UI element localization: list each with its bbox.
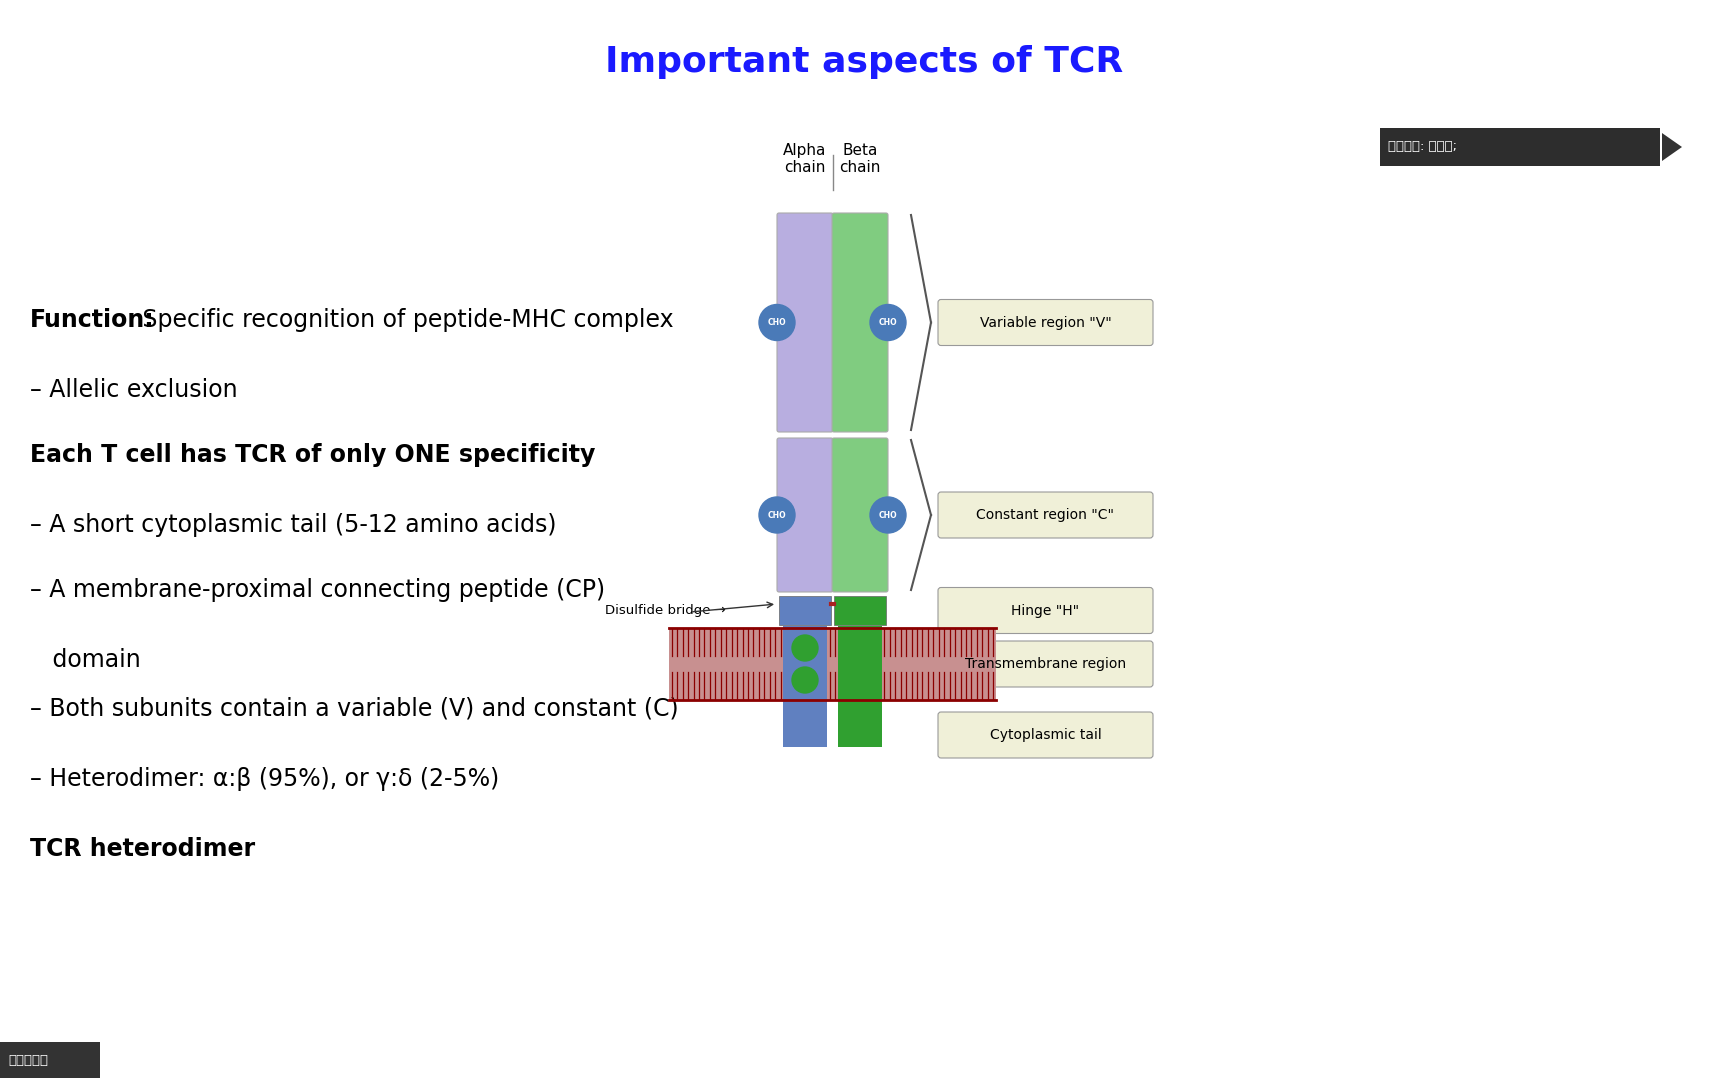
Text: Important aspects of TCR: Important aspects of TCR xyxy=(605,45,1123,79)
Circle shape xyxy=(869,497,905,534)
Text: – A membrane-proximal connecting peptide (CP): – A membrane-proximal connecting peptide… xyxy=(29,578,605,602)
Circle shape xyxy=(847,635,873,661)
Bar xyxy=(838,626,881,747)
Circle shape xyxy=(759,497,795,534)
Bar xyxy=(669,627,995,700)
FancyBboxPatch shape xyxy=(831,213,888,432)
Bar xyxy=(1381,129,1661,166)
Bar xyxy=(835,596,886,625)
Text: Disulfide bridge →: Disulfide bridge → xyxy=(605,604,726,617)
Text: Cytoplasmic tail: Cytoplasmic tail xyxy=(990,728,1101,742)
FancyBboxPatch shape xyxy=(778,213,833,432)
Text: TCR heterodimer: TCR heterodimer xyxy=(29,837,256,861)
Circle shape xyxy=(791,667,817,693)
Text: – Both subunits contain a variable (V) and constant (C): – Both subunits contain a variable (V) a… xyxy=(29,697,679,720)
Bar xyxy=(783,626,828,747)
FancyBboxPatch shape xyxy=(831,438,888,592)
FancyBboxPatch shape xyxy=(938,299,1153,346)
Text: Constant region "C": Constant region "C" xyxy=(976,508,1115,522)
Text: Variable region "V": Variable region "V" xyxy=(980,315,1111,329)
Bar xyxy=(779,596,831,625)
FancyBboxPatch shape xyxy=(938,712,1153,758)
Polygon shape xyxy=(1662,133,1681,161)
FancyBboxPatch shape xyxy=(938,492,1153,538)
FancyBboxPatch shape xyxy=(778,438,833,592)
Text: Hinge "H": Hinge "H" xyxy=(1011,604,1080,618)
FancyBboxPatch shape xyxy=(938,588,1153,634)
Circle shape xyxy=(869,305,905,340)
Text: domain: domain xyxy=(29,648,140,672)
Bar xyxy=(0,1042,100,1078)
FancyBboxPatch shape xyxy=(938,642,1153,687)
Circle shape xyxy=(791,635,817,661)
Text: 的屏幕共享: 的屏幕共享 xyxy=(9,1053,48,1067)
Text: – Allelic exclusion: – Allelic exclusion xyxy=(29,378,238,402)
Text: CHO: CHO xyxy=(767,318,786,327)
Text: Function:: Function: xyxy=(29,308,154,332)
Text: Each T cell has TCR of only ONE specificity: Each T cell has TCR of only ONE specific… xyxy=(29,443,596,467)
Text: – A short cytoplasmic tail (5-12 amino acids): – A short cytoplasmic tail (5-12 amino a… xyxy=(29,513,556,537)
Text: Transmembrane region: Transmembrane region xyxy=(964,657,1127,671)
Text: Beta
chain: Beta chain xyxy=(840,143,881,175)
Text: Alpha
chain: Alpha chain xyxy=(783,143,826,175)
Text: – Heterodimer: α:β (95%), or γ:δ (2-5%): – Heterodimer: α:β (95%), or γ:δ (2-5%) xyxy=(29,767,499,791)
Text: CHO: CHO xyxy=(878,318,897,327)
Text: 正在讲话: 黄志伟;: 正在讲话: 黄志伟; xyxy=(1388,140,1457,153)
Circle shape xyxy=(759,305,795,340)
Text: Specific recognition of peptide-MHC complex: Specific recognition of peptide-MHC comp… xyxy=(135,308,674,332)
Circle shape xyxy=(847,667,873,693)
Text: CHO: CHO xyxy=(878,511,897,519)
Text: CHO: CHO xyxy=(767,511,786,519)
